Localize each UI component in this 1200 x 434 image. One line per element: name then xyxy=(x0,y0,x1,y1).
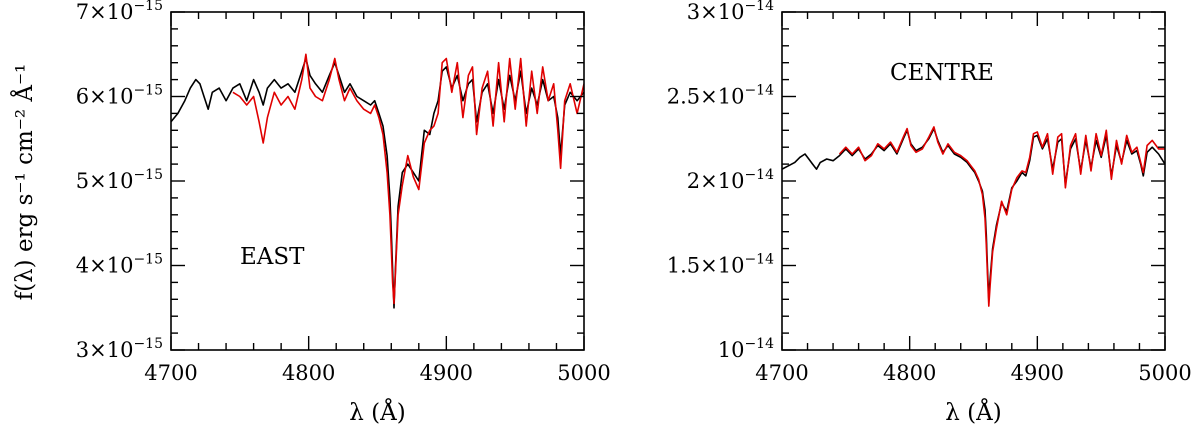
y-axis-label: f(λ) erg s⁻¹ cm⁻² Å⁻¹ xyxy=(10,64,38,301)
x-tick-label: 4900 xyxy=(420,361,473,385)
series-line-1 xyxy=(232,53,584,305)
y-tick-label: 4×10−15 xyxy=(76,252,163,278)
x-tick-label: 4900 xyxy=(1011,361,1064,385)
plot-frame xyxy=(170,11,585,351)
centre-panel: 4700 4800 4900 5000 10−14 1.5×10−14 2×10−14 2.5… xyxy=(667,0,1192,426)
y-tick-label: 3×10−14 xyxy=(687,0,774,24)
y-tick-label: 1.5×10−14 xyxy=(667,252,774,278)
y-tick-label: 6×10−15 xyxy=(76,83,163,109)
x-tick-label: 4700 xyxy=(144,361,197,385)
x-axis-label: λ (Å) xyxy=(945,398,1001,426)
x-tick-label: 4800 xyxy=(282,361,335,385)
east-panel: 4700 4800 4900 5000 3×10−15 4×10−15 5×10−15 6×1… xyxy=(76,0,611,426)
y-tick-label: 3×10−15 xyxy=(76,336,163,362)
y-tick-label: 2×10−14 xyxy=(687,167,774,193)
y-tick-label: 5×10−15 xyxy=(76,167,163,193)
x-tick-label: 4700 xyxy=(755,361,808,385)
y-tick-label: 10−14 xyxy=(718,336,774,362)
series-line-0 xyxy=(782,127,1165,301)
y-tick-label: 7×10−15 xyxy=(76,0,163,24)
x-axis-label: λ (Å) xyxy=(349,398,405,426)
x-tick-label: 4800 xyxy=(883,361,936,385)
series-line-0 xyxy=(171,57,584,309)
panel-label: EAST xyxy=(240,244,305,270)
series-line-1 xyxy=(838,126,1165,307)
y-tick-label: 2.5×10−14 xyxy=(667,83,774,109)
x-tick-label: 5000 xyxy=(557,361,610,385)
panel-label: CENTRE xyxy=(890,60,994,86)
x-tick-label: 5000 xyxy=(1138,361,1191,385)
